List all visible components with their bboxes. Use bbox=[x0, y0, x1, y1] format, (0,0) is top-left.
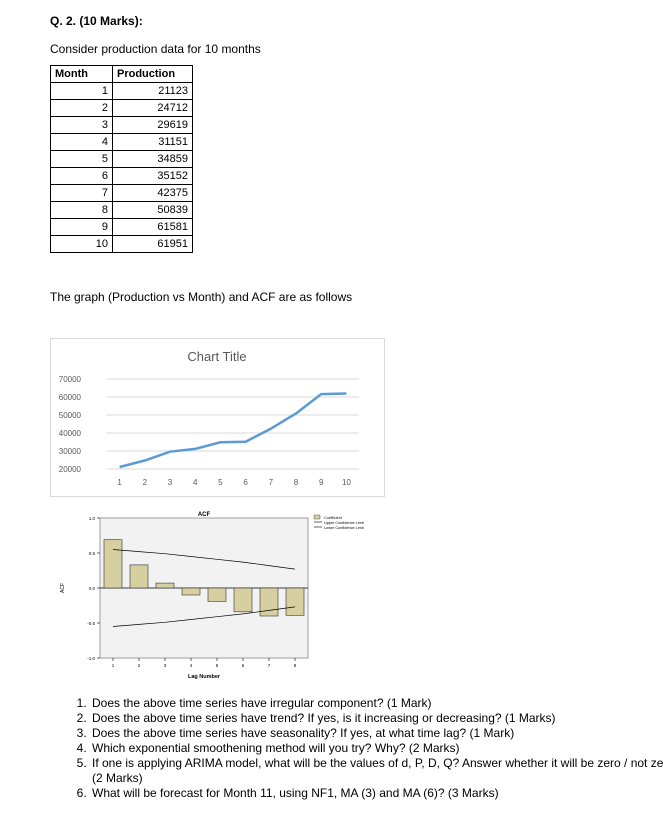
y-tick-label: 60000 bbox=[59, 393, 82, 402]
x-tick-label: 1 bbox=[117, 478, 122, 487]
y-tick-label: 20000 bbox=[59, 465, 82, 474]
acf-bar bbox=[285, 587, 305, 616]
y-tick-label: 70000 bbox=[59, 375, 82, 384]
table-row: 6 35152 bbox=[50, 167, 193, 185]
acf-chart: ACF 1.0 0.5 0.0 -0.5 -1.0 ACF 1 2 3 4 5 6 7 8 Lag Numbe… bbox=[50, 508, 390, 688]
table-row: 9 61581 bbox=[50, 218, 193, 236]
y-tick-label: 50000 bbox=[59, 411, 82, 420]
acf-x-tick-label: 5 bbox=[216, 663, 219, 668]
table-row: 3 29619 bbox=[50, 116, 193, 134]
x-tick-label: 5 bbox=[218, 478, 223, 487]
production-cell: 29619 bbox=[112, 116, 193, 134]
x-tick-label: 9 bbox=[319, 478, 324, 487]
x-tick-label: 7 bbox=[269, 478, 274, 487]
acf-x-tick-label: 3 bbox=[164, 663, 167, 668]
production-cell: 34859 bbox=[112, 150, 193, 168]
intro-text: Consider production data for 10 months bbox=[50, 42, 261, 56]
y-tick-label: 30000 bbox=[59, 447, 82, 456]
x-tick-label: 3 bbox=[168, 478, 173, 487]
month-cell: 7 bbox=[50, 184, 113, 202]
month-header: Month bbox=[50, 65, 113, 83]
month-cell: 2 bbox=[50, 99, 113, 117]
acf-y-tick-label: 1.0 bbox=[89, 516, 96, 521]
x-tick-label: 4 bbox=[193, 478, 198, 487]
acf-x-tick-label: 6 bbox=[242, 663, 245, 668]
acf-x-axis-label: Lag Number bbox=[188, 674, 221, 680]
month-cell: 4 bbox=[50, 133, 113, 151]
table-row: 1 21123 bbox=[50, 82, 193, 100]
upper-confidence-line bbox=[112, 549, 296, 570]
x-tick-label: 8 bbox=[294, 478, 299, 487]
acf-bar bbox=[233, 587, 253, 613]
line-chart-svg: Chart Title 70000 60000 50000 40000 30000 2000… bbox=[59, 349, 359, 487]
chart-title: Chart Title bbox=[187, 349, 246, 364]
acf-y-axis-label: ACF bbox=[60, 583, 66, 593]
production-cell: 35152 bbox=[112, 167, 193, 185]
month-cell: 1 bbox=[50, 82, 113, 100]
table-row: 4 31151 bbox=[50, 133, 193, 151]
question-item: Does the above time series have seasonal… bbox=[90, 726, 663, 741]
acf-bar bbox=[155, 582, 175, 589]
acf-x-tick-label: 1 bbox=[112, 663, 115, 668]
production-table: Month Production 1 21123 2 24712 3 29619 4 3115… bbox=[50, 65, 193, 253]
lower-confidence-line bbox=[112, 606, 296, 627]
production-line-chart: Chart Title 70000 60000 50000 40000 30000 2000… bbox=[50, 338, 385, 497]
acf-y-tick-label: 0.0 bbox=[89, 586, 96, 591]
production-cell: 61951 bbox=[112, 235, 193, 253]
month-cell: 8 bbox=[50, 201, 113, 219]
question-item: If one is applying ARIMA model, what wil… bbox=[90, 756, 663, 786]
acf-bar bbox=[259, 587, 279, 617]
question-list: Does the above time series have irregula… bbox=[40, 696, 663, 801]
question-item: What will be forecast for Month 11, usin… bbox=[90, 786, 663, 801]
x-tick-label: 2 bbox=[143, 478, 148, 487]
production-header: Production bbox=[112, 65, 193, 83]
month-cell: 6 bbox=[50, 167, 113, 185]
acf-x-tick-label: 4 bbox=[190, 663, 193, 668]
production-cell: 31151 bbox=[112, 133, 193, 151]
month-cell: 5 bbox=[50, 150, 113, 168]
table-row: 7 42375 bbox=[50, 184, 193, 202]
month-cell: 10 bbox=[50, 235, 113, 253]
question-item: Does the above time series have irregula… bbox=[90, 696, 663, 711]
question-heading: Q. 2. (10 Marks): bbox=[50, 14, 143, 28]
production-cell: 21123 bbox=[112, 82, 193, 100]
table-row: 8 50839 bbox=[50, 201, 193, 219]
production-cell: 61581 bbox=[112, 218, 193, 236]
acf-bar bbox=[103, 539, 123, 589]
production-series-line bbox=[119, 392, 347, 469]
question-item: Does the above time series have trend? I… bbox=[90, 711, 663, 726]
acf-title: ACF bbox=[198, 512, 211, 518]
acf-y-tick-label: 0.5 bbox=[89, 551, 96, 556]
acf-y-tick-label: -0.5 bbox=[87, 621, 95, 626]
legend-upper-limit: Upper Confidence Limit bbox=[324, 521, 365, 525]
production-cell: 42375 bbox=[112, 184, 193, 202]
acf-bar bbox=[129, 564, 149, 589]
month-cell: 9 bbox=[50, 218, 113, 236]
table-row: 2 24712 bbox=[50, 99, 193, 117]
acf-x-tick-label: 2 bbox=[138, 663, 141, 668]
y-tick-label: 40000 bbox=[59, 429, 82, 438]
table-row: 5 34859 bbox=[50, 150, 193, 168]
table-row: 10 61951 bbox=[50, 235, 193, 253]
acf-x-tick-label: 7 bbox=[268, 663, 271, 668]
month-cell: 3 bbox=[50, 116, 113, 134]
acf-y-tick-label: -1.0 bbox=[87, 656, 95, 661]
acf-chart-svg: ACF 1.0 0.5 0.0 -0.5 -1.0 ACF 1 2 3 4 5 6 7 8 Lag Numbe… bbox=[60, 512, 365, 680]
x-tick-label: 10 bbox=[342, 478, 351, 487]
acf-x-tick-label: 8 bbox=[294, 663, 297, 668]
graph-intro-text: The graph (Production vs Month) and ACF … bbox=[50, 290, 353, 304]
production-cell: 24712 bbox=[112, 99, 193, 117]
x-tick-label: 6 bbox=[243, 478, 248, 487]
acf-bar bbox=[181, 587, 201, 596]
production-cell: 50839 bbox=[112, 201, 193, 219]
table-header-row: Month Production bbox=[50, 65, 193, 83]
acf-bar bbox=[207, 587, 227, 602]
legend-lower-limit: Lower Confidence Limit bbox=[324, 526, 365, 530]
legend-coefficient-swatch bbox=[313, 514, 321, 520]
question-item: Which exponential smoothening method wil… bbox=[90, 741, 663, 756]
legend-coefficient: Coefficient bbox=[324, 516, 343, 520]
